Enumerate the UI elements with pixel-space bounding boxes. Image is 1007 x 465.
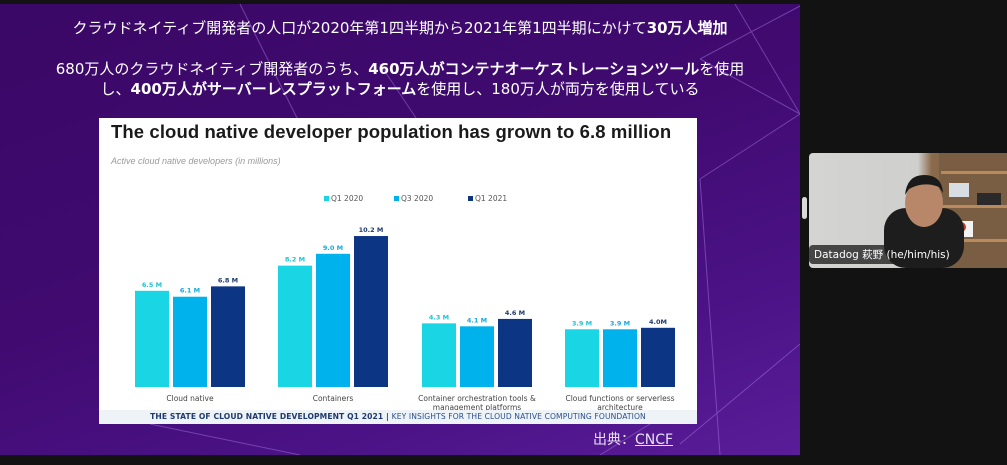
participant-name-label: Datadog 萩野 (he/him/his) [809,245,955,264]
summary-emphasis: 400万人がサーバーレスプラットフォーム [130,80,417,98]
bar-q1-2020-0 [135,290,169,387]
person-face [905,179,943,227]
legend-item-q1-2021: Q1 2021 [468,194,507,203]
deco-line [699,113,800,180]
legend-label: Q3 2020 [401,194,434,203]
legend-label: Q1 2020 [331,194,364,203]
deco-line [679,343,800,445]
bar-q1-2021-3 [641,327,675,387]
summary-text: し、 [100,80,131,98]
footer-light-text: KEY INSIGHTS FOR THE CLOUD NATIVE COMPUT… [391,412,646,421]
shelf-item [949,183,969,197]
source-link[interactable]: CNCF [635,432,674,448]
bar-data-label: 10.2 M [359,226,384,234]
person-hair [905,175,943,195]
bar-data-label: 6.8 M [218,276,238,284]
bar-data-label: 4.1 M [467,316,487,324]
legend-swatch [394,196,399,201]
deco-line [379,63,421,125]
summary-line-2: し、400万人がサーバーレスプラットフォームを使用し、180万人が両方を使用して… [0,79,800,99]
bar-q1-2020-2 [422,323,456,387]
deco-line [734,4,800,115]
bar-data-label: 8.2 M [285,256,305,264]
legend-item-q3-2020: Q3 2020 [394,194,433,203]
category-label: management platforms [433,403,521,412]
bar-data-label: 3.9 M [610,319,630,327]
slide-headline: クラウドネイティブ開発者の人口が2020年第1四半期から2021年第1四半期にか… [0,18,800,38]
summary-emphasis: 460万人がコンテナオーケストレーションツール [368,60,700,78]
panel-resize-handle[interactable] [802,197,807,219]
bar-data-label: 3.9 M [572,319,592,327]
bar-q3-2020-2 [460,326,494,387]
category-label: Cloud functions or serverless [565,394,674,403]
summary-text: 680万人のクラウドネイティブ開発者のうち、 [55,60,369,78]
bar-q1-2020-1 [278,265,312,387]
bar-data-label: 4.6 M [505,309,525,317]
shelf [941,205,1007,208]
bar-q1-2020-3 [565,329,599,387]
chart-subtitle: Active cloud native developers (in milli… [111,156,281,166]
deco-line [699,5,800,60]
category-label: Containers [313,394,354,403]
bar-q3-2020-3 [603,329,637,387]
legend-swatch [468,196,473,201]
headline-text: クラウドネイティブ開発者の人口が2020年第1四半期から2021年第1四半期にか… [72,19,647,37]
shelf [941,171,1007,174]
bar-data-label: 4.3 M [429,313,449,321]
headline-emphasis: 30万人増加 [646,19,728,37]
slide-decoration [149,4,800,455]
bar-data-label: 9.0 M [323,244,343,252]
bar-data-label: 4.0M [649,318,667,326]
source-label: 出典： [593,432,635,448]
category-label: Container orchestration tools & [418,394,536,403]
shelf [941,239,1007,242]
legend-item-q1-2020: Q1 2020 [324,194,363,203]
category-label: architecture [597,403,643,412]
legend-label: Q1 2021 [475,194,508,203]
bar-chart: 6.5 M 6.1 M 6.8 M Cloud native 8.2 M 9.0 M 10.… [135,226,675,412]
chart-footer: THE STATE OF CLOUD NATIVE DEVELOPMENT Q1… [99,410,697,424]
source-citation: 出典：CNCF [593,429,673,449]
chart-title: The cloud native developer population ha… [111,121,672,142]
category-label: Cloud native [166,394,214,403]
chart-image: The cloud native developer population ha… [99,118,697,424]
deco-line [699,178,721,455]
bar-q1-2021-1 [354,236,388,387]
legend-swatch [324,196,329,201]
deco-line [599,423,651,455]
deco-line [699,58,800,115]
shelf-item [977,193,1001,205]
summary-text: を使用 [699,60,745,78]
slide-summary: 680万人のクラウドネイティブ開発者のうち、460万人がコンテナオーケストレーシ… [0,59,800,99]
summary-line-1: 680万人のクラウドネイティブ開発者のうち、460万人がコンテナオーケストレーシ… [0,59,800,79]
summary-text: を使用し、180万人が両方を使用している [416,80,700,98]
bar-q3-2020-0 [173,296,207,387]
presentation-slide: クラウドネイティブ開発者の人口が2020年第1四半期から2021年第1四半期にか… [0,4,800,455]
deco-line [239,4,301,125]
footer-bold-text: THE STATE OF CLOUD NATIVE DEVELOPMENT Q1… [150,412,392,421]
bar-q3-2020-1 [316,253,350,387]
deco-line [149,423,301,455]
bar-data-label: 6.5 M [142,281,162,289]
bar-q1-2021-2 [498,318,532,387]
bar-data-label: 6.1 M [180,287,200,295]
bar-q1-2021-0 [211,286,245,387]
